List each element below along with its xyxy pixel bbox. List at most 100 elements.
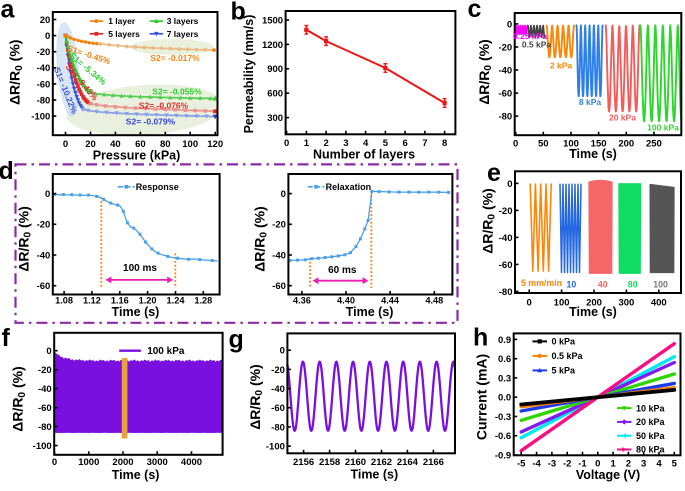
svg-text:-1: -1 <box>578 458 587 469</box>
svg-text:a: a <box>1 0 16 24</box>
svg-text:-20: -20 <box>37 220 51 231</box>
svg-text:300: 300 <box>267 113 283 124</box>
svg-text:ΔR/R0 (%): ΔR/R0 (%) <box>7 40 25 105</box>
svg-text:-60: -60 <box>499 260 513 271</box>
svg-text:120: 120 <box>207 139 223 150</box>
svg-text:-60: -60 <box>498 89 512 100</box>
svg-text:0.25 kPa: 0.25 kPa <box>513 31 547 41</box>
svg-text:0: 0 <box>63 139 68 150</box>
svg-text:b: b <box>231 0 246 26</box>
svg-text:-40: -40 <box>272 250 286 261</box>
svg-text:40: 40 <box>598 279 608 289</box>
svg-text:900: 900 <box>267 64 283 75</box>
svg-text:2: 2 <box>626 458 631 469</box>
svg-text:7: 7 <box>422 138 427 149</box>
svg-text:-40: -40 <box>37 250 51 261</box>
svg-text:1500: 1500 <box>262 15 283 26</box>
svg-text:ΔR/R0 (%): ΔR/R0 (%) <box>15 206 33 271</box>
svg-text:0: 0 <box>527 297 532 308</box>
svg-text:3: 3 <box>641 458 646 469</box>
svg-text:1.28: 1.28 <box>194 295 212 305</box>
svg-text:3 layers: 3 layers <box>167 16 199 26</box>
svg-text:100: 100 <box>563 139 579 150</box>
svg-text:-80: -80 <box>271 422 285 433</box>
svg-text:1.08: 1.08 <box>55 295 73 305</box>
svg-text:4: 4 <box>363 138 369 149</box>
svg-text:Time (s): Time (s) <box>112 305 160 319</box>
svg-text:200: 200 <box>618 139 634 150</box>
svg-text:-40: -40 <box>37 63 51 74</box>
svg-text:200: 200 <box>586 297 602 308</box>
svg-text:0: 0 <box>46 346 51 357</box>
svg-text:S2= -0.017%: S2= -0.017% <box>150 53 200 63</box>
svg-text:d: d <box>0 157 14 185</box>
svg-text:2156: 2156 <box>293 457 314 468</box>
svg-text:1 layer: 1 layer <box>108 16 136 26</box>
svg-text:0.5 kPa: 0.5 kPa <box>552 351 584 361</box>
svg-text:-40: -40 <box>498 65 512 76</box>
svg-text:100: 100 <box>182 139 198 150</box>
svg-text:f: f <box>2 324 11 352</box>
svg-text:0: 0 <box>281 189 286 200</box>
svg-text:-0.3: -0.3 <box>495 412 511 423</box>
svg-text:-0.9: -0.9 <box>495 450 511 461</box>
svg-text:-100: -100 <box>266 442 285 453</box>
svg-text:60 ms: 60 ms <box>328 265 357 276</box>
svg-text:8 kPa: 8 kPa <box>579 97 601 107</box>
svg-text:ΔR/R0 (%): ΔR/R0 (%) <box>10 366 28 431</box>
svg-text:250: 250 <box>646 139 662 150</box>
svg-text:Time (s): Time (s) <box>346 305 394 319</box>
svg-text:4000: 4000 <box>181 457 202 468</box>
svg-text:0.6: 0.6 <box>498 354 511 365</box>
svg-text:-60: -60 <box>37 79 51 90</box>
svg-text:Time (s): Time (s) <box>112 468 160 482</box>
svg-text:5: 5 <box>672 458 678 469</box>
svg-text:0.5 kPa: 0.5 kPa <box>522 39 552 49</box>
svg-text:100 ms: 100 ms <box>123 263 157 274</box>
svg-text:3000: 3000 <box>147 457 168 468</box>
svg-text:Response: Response <box>136 182 179 192</box>
svg-text:-20: -20 <box>271 365 285 376</box>
svg-text:2164: 2164 <box>397 457 419 468</box>
svg-text:2166: 2166 <box>423 457 444 468</box>
svg-text:Time (s): Time (s) <box>350 467 398 481</box>
svg-text:5 layers: 5 layers <box>108 29 140 39</box>
svg-text:Time (s): Time (s) <box>569 305 617 319</box>
svg-text:0: 0 <box>280 346 285 357</box>
svg-text:8: 8 <box>442 138 447 149</box>
svg-text:40: 40 <box>110 139 121 150</box>
svg-text:0: 0 <box>507 19 512 30</box>
svg-text:1.16: 1.16 <box>111 295 129 305</box>
svg-text:ΔR/R0 (%): ΔR/R0 (%) <box>247 364 265 429</box>
svg-text:ΔR/R0 (%): ΔR/R0 (%) <box>476 39 494 104</box>
svg-text:400: 400 <box>651 297 667 308</box>
svg-text:0: 0 <box>284 138 289 149</box>
svg-text:4.40: 4.40 <box>337 295 355 305</box>
svg-text:Relaxation: Relaxation <box>326 182 372 192</box>
svg-text:100 kPa: 100 kPa <box>147 346 185 357</box>
svg-text:-40: -40 <box>499 233 513 244</box>
svg-text:7 layers: 7 layers <box>167 29 199 39</box>
svg-text:-60: -60 <box>271 403 285 414</box>
svg-text:-60: -60 <box>272 281 286 292</box>
svg-text:0.9: 0.9 <box>498 335 511 346</box>
svg-text:2000: 2000 <box>112 457 133 468</box>
svg-text:20: 20 <box>85 139 96 150</box>
svg-text:5: 5 <box>383 138 389 149</box>
svg-text:5 mm/min: 5 mm/min <box>521 278 562 288</box>
svg-text:100: 100 <box>554 297 570 308</box>
svg-text:2160: 2160 <box>345 457 366 468</box>
svg-text:4: 4 <box>656 458 662 469</box>
svg-text:-60: -60 <box>37 281 51 292</box>
svg-text:1.20: 1.20 <box>139 295 157 305</box>
svg-text:100: 100 <box>653 279 668 289</box>
svg-text:150: 150 <box>591 139 607 150</box>
svg-text:0.0: 0.0 <box>498 393 511 404</box>
svg-text:-100: -100 <box>33 441 52 452</box>
svg-text:ΔR/R0 (%): ΔR/R0 (%) <box>252 206 270 271</box>
svg-text:g: g <box>229 326 244 354</box>
svg-text:-100: -100 <box>31 112 50 123</box>
svg-text:e: e <box>487 159 501 187</box>
svg-text:60: 60 <box>135 139 146 150</box>
svg-text:-40: -40 <box>38 384 52 395</box>
